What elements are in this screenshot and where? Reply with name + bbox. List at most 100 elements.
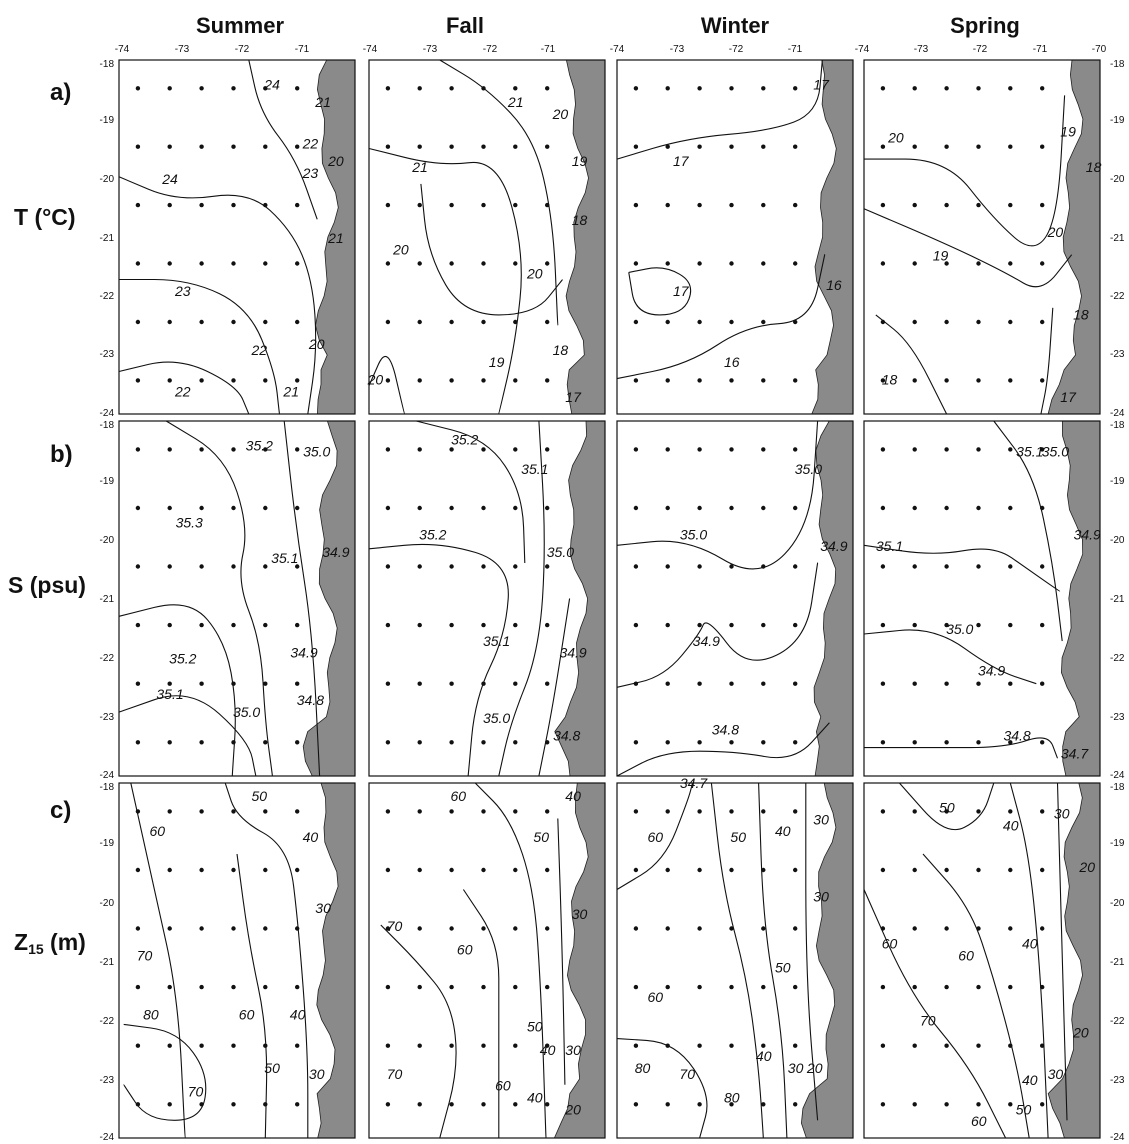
station-marker (481, 622, 486, 628)
station-marker (976, 1043, 981, 1048)
station-marker (697, 622, 702, 628)
contour-label: 35.1 (271, 550, 298, 566)
station-marker (545, 261, 550, 266)
contour-label: 20 (806, 1060, 823, 1076)
station-marker (513, 319, 518, 325)
station-marker (231, 681, 236, 686)
contour-label: 35.0 (946, 621, 973, 637)
station-marker (385, 202, 391, 208)
lat-tick: -19 (1110, 838, 1125, 849)
station-marker (1008, 1043, 1013, 1048)
contour-line (368, 543, 509, 777)
station-marker (513, 809, 518, 814)
panel-frame (118, 782, 356, 1139)
contour-label: 50 (264, 1060, 280, 1076)
station-marker (944, 622, 949, 628)
station-marker (665, 144, 670, 149)
station-marker (1040, 926, 1045, 931)
station-marker (976, 319, 981, 325)
contour-line (758, 782, 788, 1139)
station-marker (793, 1043, 798, 1048)
station-marker (263, 984, 268, 990)
station-marker (729, 740, 734, 745)
station-marker (481, 740, 486, 745)
station-marker (1040, 505, 1045, 511)
station-marker (793, 681, 798, 686)
station-marker (729, 319, 734, 325)
contour-line (118, 176, 317, 415)
station-marker (167, 447, 172, 452)
contour-label: 40 (303, 829, 319, 845)
station-marker (135, 144, 141, 149)
station-marker (944, 1043, 949, 1048)
lat-tick: -19 (1110, 115, 1125, 126)
station-marker (199, 261, 204, 266)
station-marker (385, 261, 391, 266)
station-marker (761, 809, 766, 814)
contour-label: 16 (724, 354, 740, 370)
station-marker (199, 564, 204, 569)
station-marker (263, 505, 268, 511)
map-panel: 35.2 35.0 35.3 35.1 34.9 35.2 34.9 35.1 34.8 35.0 (118, 420, 356, 777)
lat-tick: -18 (100, 420, 115, 431)
station-marker (167, 622, 172, 628)
station-marker (135, 261, 141, 266)
station-marker (231, 867, 236, 873)
station-marker (665, 809, 670, 814)
contour-label: 35.2 (419, 526, 446, 542)
station-marker (1008, 740, 1013, 745)
station-marker (417, 202, 422, 208)
contour-label: 21 (314, 94, 331, 110)
map-panel: 60 40 50 70 30 60 50 40 30 70 60 40 20 (368, 782, 606, 1139)
station-marker (545, 984, 550, 990)
station-marker (697, 984, 702, 990)
station-marker (793, 447, 798, 452)
station-marker (665, 984, 670, 990)
station-marker (199, 378, 204, 383)
contour-label: 60 (971, 1113, 987, 1129)
station-marker (385, 144, 391, 149)
station-marker (976, 1102, 981, 1107)
station-marker (449, 564, 454, 569)
contour-line (248, 59, 318, 220)
contour-label: 30 (1054, 806, 1070, 822)
station-marker (912, 622, 917, 628)
lat-tick: -24 (100, 1132, 115, 1143)
station-marker (1040, 622, 1045, 628)
station-marker (295, 1102, 300, 1107)
contour-line (864, 94, 1066, 247)
station-marker (697, 202, 702, 208)
station-marker (729, 984, 734, 990)
station-marker (199, 926, 204, 931)
station-marker (295, 984, 300, 990)
station-marker (793, 1102, 798, 1107)
station-marker (199, 740, 204, 745)
lat-tick: -22 (1110, 1016, 1125, 1027)
contour-label: 50 (939, 800, 955, 816)
lon-tick: -74 (115, 44, 130, 55)
land-mass (315, 59, 356, 415)
station-marker (167, 564, 172, 569)
station-marker (944, 681, 949, 686)
lat-tick: -24 (1110, 1132, 1125, 1143)
station-marker (417, 809, 422, 814)
station-marker (513, 378, 518, 383)
map-panel: 50 40 30 20 60 60 40 70 20 40 30 60 50 (863, 782, 1101, 1139)
station-marker (263, 1102, 268, 1107)
station-marker (231, 1102, 236, 1107)
contour-label: 70 (387, 1066, 403, 1082)
station-marker (912, 144, 917, 149)
station-marker (665, 202, 670, 208)
lon-tick: -73 (914, 44, 929, 55)
station-marker (545, 867, 550, 873)
land-mass (316, 782, 356, 1139)
contour-label: 21 (282, 383, 299, 399)
station-marker (1008, 261, 1013, 266)
contour-label: 30 (813, 811, 829, 827)
station-marker (729, 1043, 734, 1048)
station-marker (545, 144, 550, 149)
station-marker (385, 378, 391, 383)
contour-label: 30 (315, 900, 331, 916)
station-marker (944, 984, 949, 990)
land-mass (1047, 782, 1101, 1139)
